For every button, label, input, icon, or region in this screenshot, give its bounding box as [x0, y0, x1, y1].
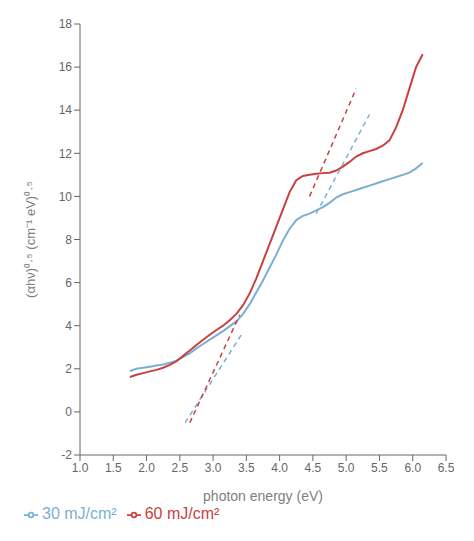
- svg-text:5.0: 5.0: [338, 461, 355, 475]
- html-text:30 mJ/cm²: 30 mJ/cm²: [42, 505, 117, 522]
- svg-text:2.0: 2.0: [138, 461, 155, 475]
- svg-text:photon energy (eV): photon energy (eV): [203, 488, 323, 504]
- svg-text:3.0: 3.0: [205, 461, 222, 475]
- svg-text:4: 4: [65, 319, 72, 333]
- svg-text:6.0: 6.0: [404, 461, 421, 475]
- svg-text:-2: -2: [61, 448, 72, 462]
- svg-text:14: 14: [59, 103, 73, 117]
- svg-text:4.0: 4.0: [271, 461, 288, 475]
- svg-text:6.5: 6.5: [438, 461, 455, 475]
- svg-text:4.5: 4.5: [305, 461, 322, 475]
- svg-text:2.5: 2.5: [171, 461, 188, 475]
- svg-text:18: 18: [59, 17, 73, 31]
- svg-text:16: 16: [59, 60, 73, 74]
- svg-text:0: 0: [65, 405, 72, 419]
- svg-text:1.5: 1.5: [105, 461, 122, 475]
- svg-text:1.0: 1.0: [72, 461, 89, 475]
- svg-text:8: 8: [65, 233, 72, 247]
- svg-text:(αhν)⁰·⁵ (cm⁻¹ eV)⁰·⁵: (αhν)⁰·⁵ (cm⁻¹ eV)⁰·⁵: [23, 181, 38, 298]
- svg-text:6: 6: [65, 276, 72, 290]
- svg-text:12: 12: [59, 147, 73, 161]
- svg-text:3.5: 3.5: [238, 461, 255, 475]
- svg-text:2: 2: [65, 362, 72, 376]
- html-text:60 mJ/cm²: 60 mJ/cm²: [144, 505, 220, 522]
- svg-text:10: 10: [59, 190, 73, 204]
- svg-text:5.5: 5.5: [371, 461, 388, 475]
